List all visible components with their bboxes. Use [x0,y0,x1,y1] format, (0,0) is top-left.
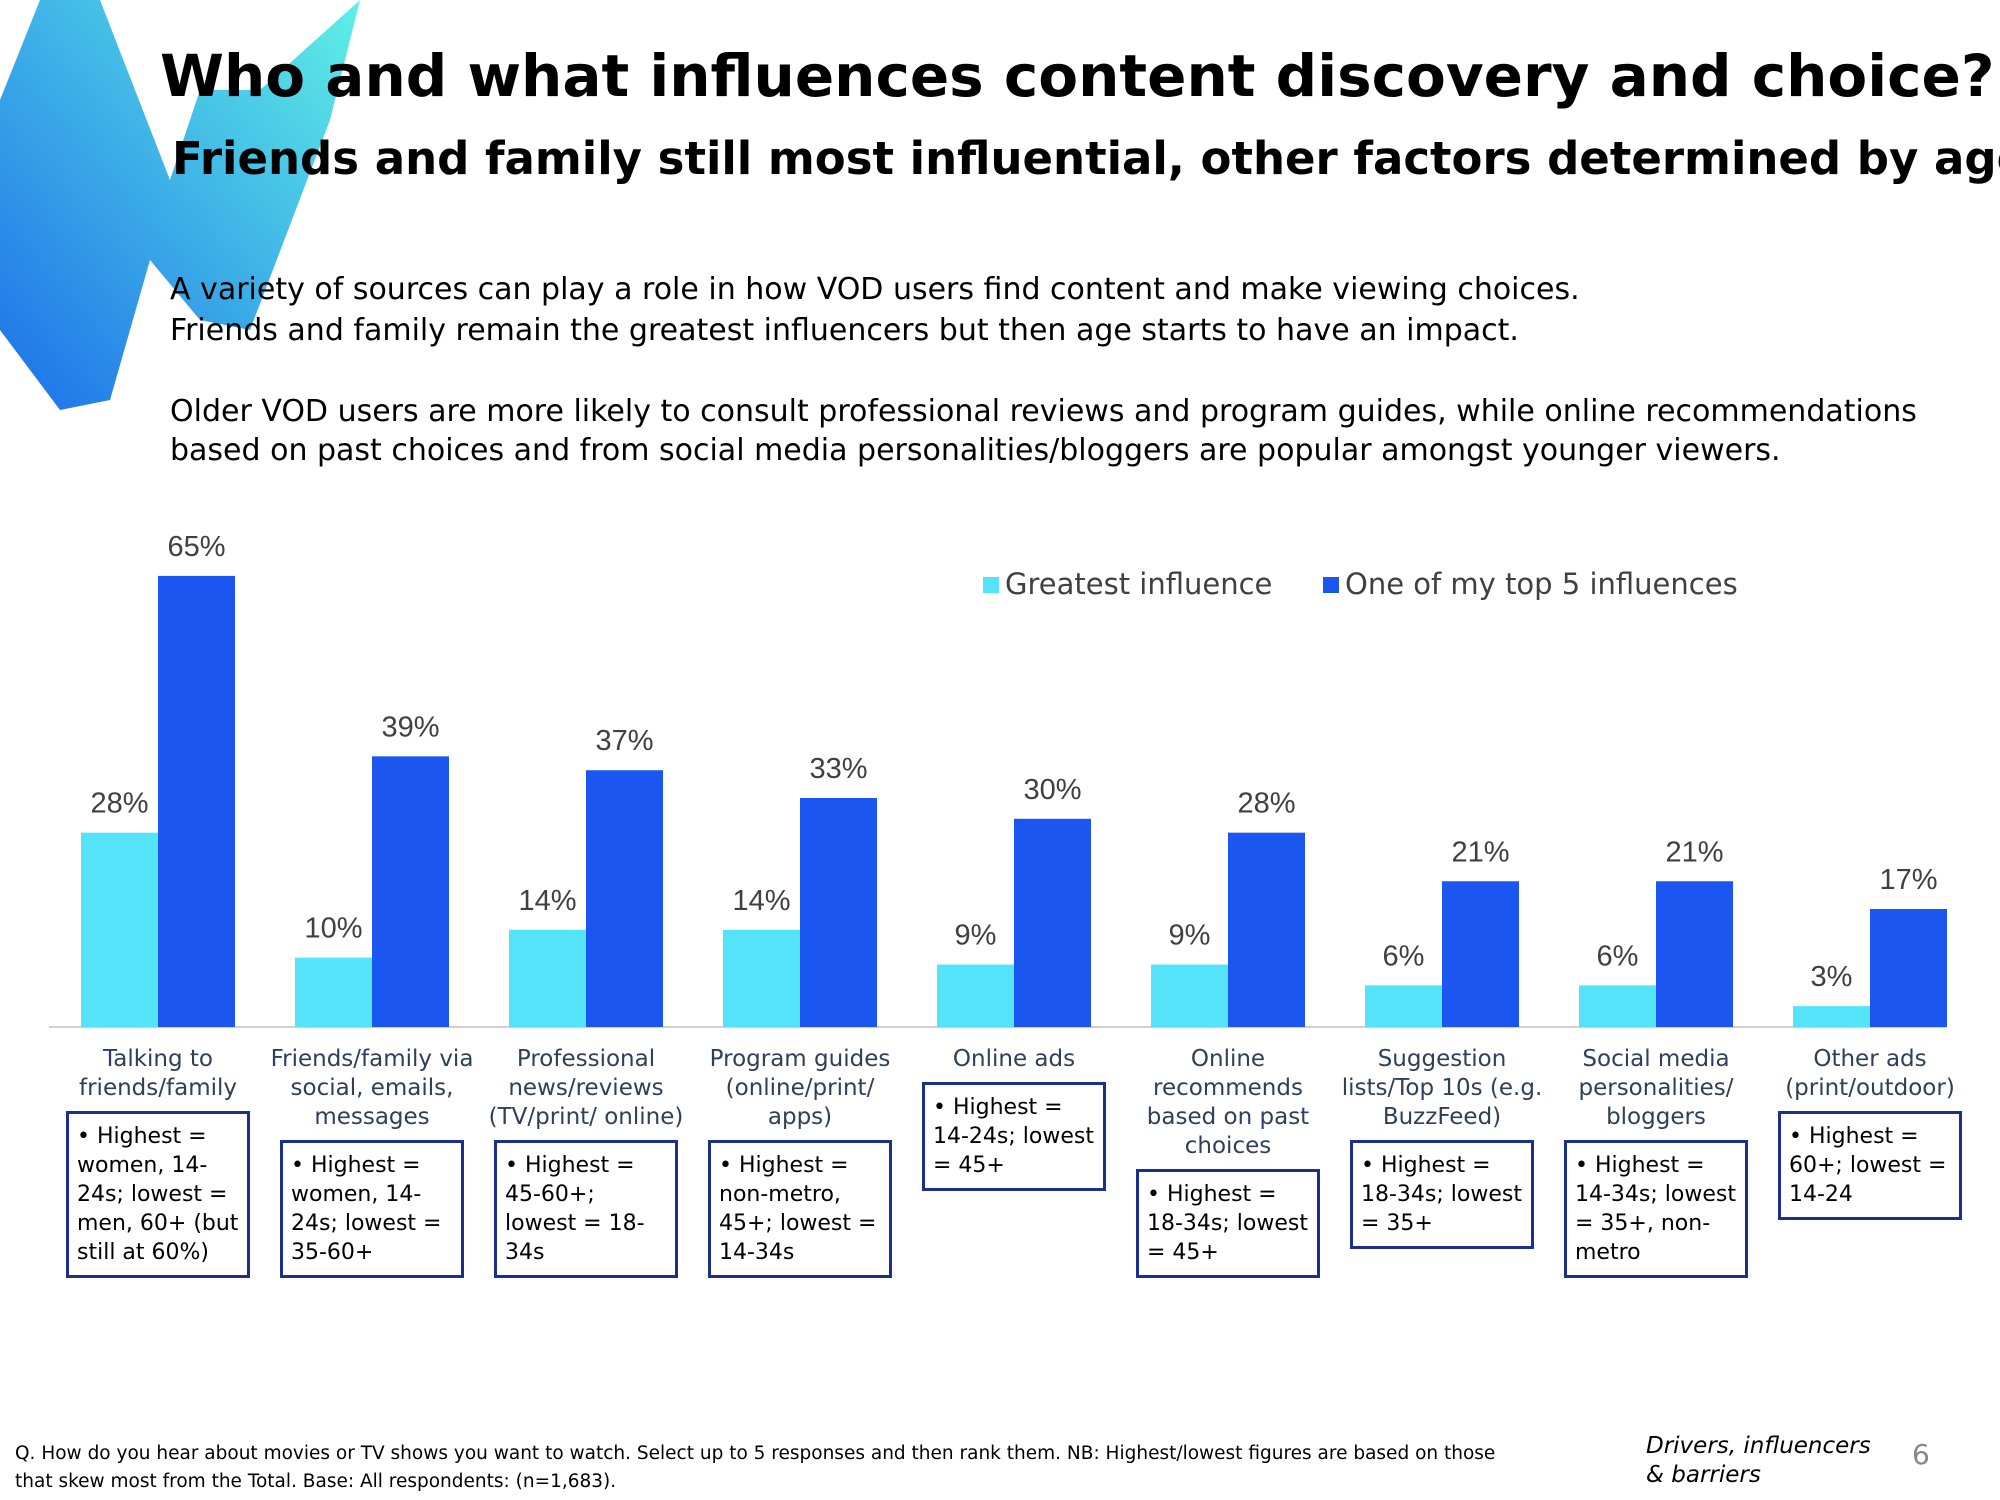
value-label: 33% [809,753,867,785]
value-label: 30% [1023,774,1081,806]
bar [1014,818,1091,1027]
category: Online ads Highest = 14-24s; lowest = 45+ [912,1045,1117,1191]
bar [295,957,372,1027]
value-label: 65% [167,531,225,563]
value-label: 37% [595,725,653,757]
value-label: 9% [955,920,997,952]
legend-swatch [983,577,999,593]
x-tick-label: Program guides (online/print/ apps) [709,1046,891,1130]
subtitle: Friends and family still most influentia… [172,132,2000,185]
bar [1656,881,1733,1027]
legend-swatch [1323,577,1339,593]
category: Talking to friends/family Highest = women… [56,1045,261,1278]
x-tick-label: Online recommends based on past choices [1146,1046,1310,1159]
x-tick-label: Friends/family via social, emails, messa… [270,1046,474,1130]
bar [1793,1006,1870,1027]
footnote-line: that skew most from the Total. Base: All… [15,1471,617,1492]
body-text: Friends and family remain the greatest i… [170,313,1519,348]
bar [1579,985,1656,1027]
bar [372,756,449,1027]
x-tick-label: Professional news/reviews (TV/print/ onl… [488,1046,684,1130]
value-label: 10% [304,913,362,945]
note-box: Highest = non-metro, 45+; lowest = 14-34… [708,1140,892,1278]
legend-label: One of my top 5 influences [1345,567,1738,601]
body-text: Older VOD users are more likely to consu… [170,394,1917,429]
bar [800,797,877,1027]
value-label: 28% [90,788,148,820]
bar [1870,909,1947,1027]
note-box: Highest = 45-60+; lowest = 18-34s [494,1140,678,1278]
value-label: 28% [1237,788,1295,820]
value-label: 17% [1879,864,1937,896]
section-line: & barriers [1646,1462,1761,1488]
logo [0,0,360,410]
bar [509,929,586,1027]
title: Who and what influences content discover… [160,42,1995,110]
bar [586,770,663,1027]
section-line: Drivers, influencers [1646,1433,1871,1459]
body-text: based on past choices and from social me… [170,433,1781,468]
value-label: 39% [381,711,439,743]
section-label: Drivers, influencers & barriers [1646,1432,1871,1490]
note-box: Highest = 18-34s; lowest = 35+ [1350,1140,1534,1249]
x-tick-label: Social media personalities/ bloggers [1578,1046,1734,1130]
bar [1228,832,1305,1027]
bar [1442,881,1519,1027]
note-box: Highest = 18-34s; lowest = 45+ [1136,1169,1320,1278]
value-label: 21% [1451,836,1509,868]
value-label: 21% [1665,836,1723,868]
bar [158,575,235,1027]
x-tick-label: Talking to friends/family [79,1046,237,1101]
bar [1365,985,1442,1027]
value-label: 6% [1597,940,1639,972]
note-box: Highest = women, 14-24s; lowest = men, 6… [66,1111,250,1278]
bar [1151,964,1228,1027]
note-box: Highest = women, 14-24s; lowest = 35-60+ [280,1140,464,1278]
category: Professional news/reviews (TV/print/ onl… [484,1045,689,1278]
footnote: Q. How do you hear about movies or TV sh… [15,1440,1495,1496]
note-box: Highest = 60+; lowest = 14-24 [1778,1111,1962,1220]
bar [81,832,158,1027]
note-box: Highest = 14-34s; lowest = 35+, non-metr… [1564,1140,1748,1278]
value-label: 14% [732,885,790,917]
x-tick-label: Online ads [952,1046,1076,1072]
category: Friends/family via social, emails, messa… [270,1045,475,1278]
x-tick-label: Other ads (print/outdoor) [1785,1046,1955,1101]
value-label: 14% [518,885,576,917]
page-number: 6 [1912,1438,1930,1471]
legend-label: Greatest influence [1005,567,1272,601]
category: Suggestion lists/Top 10s (e.g. BuzzFeed)… [1340,1045,1545,1249]
category: Social media personalities/ bloggers High… [1554,1045,1759,1278]
category: Program guides (online/print/ apps) Highe… [698,1045,903,1278]
bar [723,929,800,1027]
x-tick-label: Suggestion lists/Top 10s (e.g. BuzzFeed) [1341,1046,1543,1130]
value-label: 9% [1169,920,1211,952]
body-text: A variety of sources can play a role in … [170,272,1580,307]
value-label: 6% [1383,940,1425,972]
category: Other ads (print/outdoor) Highest = 60+; … [1768,1045,1973,1220]
note-box: Highest = 14-24s; lowest = 45+ [922,1082,1106,1191]
footnote-line: Q. How do you hear about movies or TV sh… [15,1443,1496,1464]
category: Online recommends based on past choicesH… [1126,1045,1331,1278]
value-label: 3% [1811,961,1853,993]
bar [937,964,1014,1027]
